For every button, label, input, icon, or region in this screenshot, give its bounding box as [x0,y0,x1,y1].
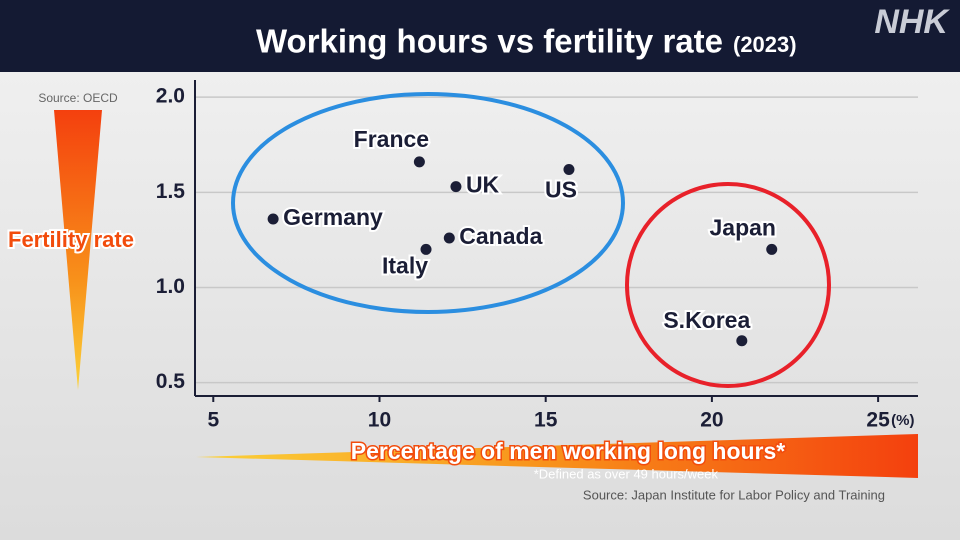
x-axis-label: Percentage of men working long hours* [351,438,786,464]
point-label: Canada [459,223,542,249]
y-tick-label: 1.0 [156,275,185,298]
point [267,213,279,225]
point-label: UK [466,172,500,198]
source: Source: Japan Institute for Labor Policy… [583,487,885,502]
point [736,335,748,347]
y-axis-label: Fertility rate [8,227,134,252]
x-tick-label: 5 [207,409,219,432]
group-ellipse [625,182,831,388]
chart-title: Working hours vs fertility rate [256,23,723,60]
x-axis-wedge [196,434,918,478]
logo: NHK [874,3,950,41]
chart-subtitle: (2023) [733,32,797,57]
x-tick-label: 10 [368,409,391,432]
y-tick-label: 2.0 [156,85,185,108]
point [766,243,778,255]
header [0,0,960,72]
point-label: Italy [382,252,428,278]
point [443,232,455,244]
plot: 0.5 1.0 1.5 2.0 5 10 15 20 25 (%) France UK US German… [156,80,918,432]
group-ellipse [231,92,625,314]
x-tick-label: 15 [534,409,558,432]
point-label: Japan [709,214,775,240]
y-source: Source: OECD [38,91,118,105]
y-tick-label: 0.5 [156,370,186,393]
point-label: US [545,177,577,203]
point [563,163,575,175]
point [413,156,425,168]
point-label: France [354,126,429,152]
x-tick-label: 25 [866,409,890,432]
point-label: Germany [283,204,383,230]
y-tick-label: 1.5 [156,180,186,203]
footnote: *Defined as over 49 hours/week [534,466,719,481]
x-tick-label: 20 [700,409,723,432]
point [420,243,432,255]
point [450,181,462,193]
point-label: S.Korea [663,307,750,333]
y-axis-wedge [54,110,102,390]
x-unit: (%) [891,412,914,429]
